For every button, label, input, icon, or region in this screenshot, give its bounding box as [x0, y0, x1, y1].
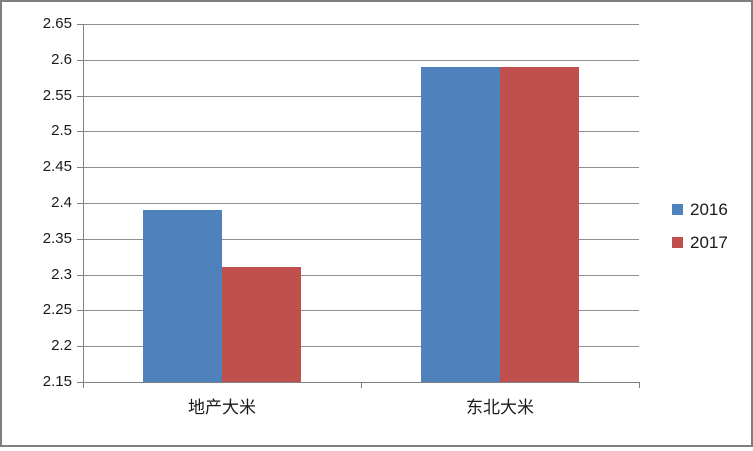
- y-axis-tick: [77, 95, 84, 97]
- y-axis-tick: [77, 24, 84, 25]
- x-axis-tick: [639, 382, 640, 388]
- y-axis-line: [83, 24, 84, 383]
- bar-2016-2: [421, 66, 500, 382]
- legend-item-2017: 2017: [672, 233, 728, 252]
- legend-swatch-2016-icon: [672, 204, 683, 215]
- y-axis-tick: [77, 167, 84, 169]
- legend: 2016 2017: [672, 200, 728, 252]
- y-axis-tick: [77, 131, 84, 133]
- y-axis-tick: [77, 59, 84, 61]
- y-axis-label: 2.5: [51, 122, 72, 140]
- bar-chart: 2016 2017 2.65 2.6 2.55 2.5 2.45 2.4 2.35 2.3 2.…: [2, 2, 751, 445]
- y-axis-tick: [77, 310, 84, 312]
- y-axis-label: 2.25: [42, 301, 72, 319]
- y-axis-label: 2.2: [51, 337, 72, 355]
- gridline: [83, 24, 639, 25]
- y-axis-label: 2.65: [42, 15, 72, 32]
- y-axis-label: 2.3: [51, 265, 72, 283]
- gridline: [83, 203, 639, 204]
- gridline: [83, 95, 639, 97]
- y-axis-label: 2.55: [42, 86, 72, 104]
- y-axis-tick: [77, 238, 84, 240]
- y-axis-label: 2.35: [42, 229, 72, 247]
- y-axis-tick: [77, 203, 84, 204]
- bar-2016-1: [143, 210, 222, 382]
- y-axis-label: 2.45: [42, 158, 72, 176]
- y-axis-tick: [77, 382, 84, 383]
- y-axis-label: 2.4: [51, 194, 72, 211]
- x-axis-category-label: 东北大米: [466, 398, 534, 417]
- bar-2017-2: [500, 66, 579, 382]
- y-axis-label: 2.6: [51, 50, 72, 68]
- legend-label-2017: 2017: [690, 233, 728, 252]
- gridline: [83, 238, 639, 240]
- legend-swatch-2017-icon: [672, 237, 683, 248]
- gridline: [83, 274, 639, 276]
- legend-item-2016: 2016: [672, 200, 728, 219]
- gridline: [83, 346, 639, 348]
- gridline: [83, 59, 639, 61]
- bar-2017-1: [222, 267, 301, 382]
- y-axis-tick: [77, 346, 84, 348]
- x-axis-category-label: 地产大米: [188, 398, 256, 417]
- x-axis-tick: [361, 382, 362, 388]
- gridline: [83, 167, 639, 169]
- x-axis-tick: [83, 382, 84, 388]
- legend-label-2016: 2016: [690, 200, 728, 219]
- gridline: [83, 131, 639, 133]
- y-axis-tick: [77, 274, 84, 276]
- y-axis-label: 2.15: [42, 373, 72, 390]
- gridline: [83, 310, 639, 312]
